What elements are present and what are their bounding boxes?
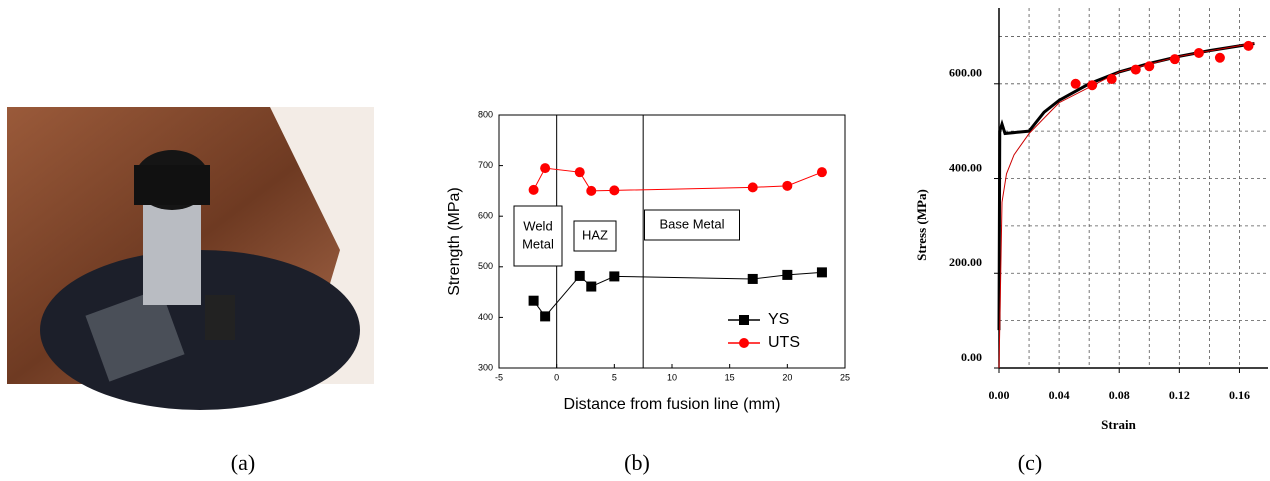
- photo: [7, 107, 374, 410]
- annotation-box: [513, 205, 563, 267]
- x-tick-label: 0.12: [1169, 388, 1190, 402]
- marker: [1087, 80, 1098, 91]
- marker: [816, 167, 827, 178]
- caption: (a): [231, 450, 255, 475]
- marker: [609, 271, 620, 282]
- series-line: [997, 42, 1255, 331]
- y-tick-label: 400.00: [949, 160, 982, 174]
- series-line: [998, 42, 1255, 369]
- x-tick-label: 25: [840, 372, 850, 382]
- series-line: [533, 271, 822, 318]
- annotation: Base Metal: [659, 216, 724, 231]
- x-tick-label: 0.08: [1109, 388, 1130, 402]
- marker: [540, 163, 551, 174]
- x-tick-label: 15: [725, 372, 735, 382]
- y-tick-label: 600: [478, 211, 493, 221]
- y-tick-label: 700: [478, 160, 493, 170]
- marker: [782, 180, 793, 191]
- y-tick-label: 400: [478, 312, 493, 322]
- x-tick-label: 0.00: [989, 388, 1010, 402]
- marker: [739, 338, 749, 348]
- marker: [528, 184, 539, 195]
- y-axis-label: Stress (MPa): [914, 189, 929, 261]
- legend-label: YS: [768, 311, 789, 328]
- marker: [782, 269, 793, 280]
- x-tick-label: 0.16: [1229, 388, 1250, 402]
- marker: [574, 270, 585, 281]
- marker: [586, 185, 597, 196]
- marker: [816, 267, 827, 278]
- caption: (c): [1018, 450, 1042, 475]
- x-tick-label: -5: [495, 372, 503, 382]
- marker: [574, 167, 585, 178]
- marker: [747, 273, 758, 284]
- x-axis-label: Strain: [1101, 417, 1136, 432]
- marker: [1130, 64, 1141, 75]
- x-tick-label: 10: [667, 372, 677, 382]
- marker: [1106, 74, 1117, 85]
- marker: [540, 311, 551, 322]
- y-axis-label: Strength (MPa): [446, 187, 463, 295]
- x-axis-label: Distance from fusion line (mm): [564, 396, 781, 413]
- annotation-box: [644, 209, 740, 241]
- y-tick-label: 300: [478, 362, 493, 372]
- annotation: Weld: [523, 218, 552, 233]
- x-tick-label: 0.04: [1049, 388, 1070, 402]
- marker: [1144, 61, 1155, 72]
- marker: [1193, 48, 1204, 58]
- y-tick-label: 0.00: [961, 350, 982, 364]
- marker: [739, 315, 749, 325]
- marker: [747, 182, 758, 193]
- y-tick-label: 800: [478, 109, 493, 119]
- y-tick-label: 600.00: [949, 66, 982, 80]
- marker: [1214, 52, 1225, 63]
- legend-label: UTS: [768, 334, 800, 351]
- annotation: Metal: [522, 236, 554, 251]
- marker: [528, 295, 539, 306]
- y-tick-label: 500: [478, 261, 493, 271]
- y-tick-label: 200.00: [949, 255, 982, 269]
- x-tick-label: 5: [612, 372, 617, 382]
- x-tick-label: 20: [782, 372, 792, 382]
- annotation: HAZ: [582, 227, 608, 242]
- marker: [1169, 54, 1180, 65]
- marker: [586, 281, 597, 292]
- series-line: [533, 167, 823, 192]
- annotation-box: [573, 220, 617, 252]
- marker: [1070, 78, 1081, 89]
- marker: [609, 185, 620, 196]
- x-tick-label: 0: [554, 372, 559, 382]
- marker: [1243, 40, 1254, 51]
- caption: (b): [624, 450, 650, 475]
